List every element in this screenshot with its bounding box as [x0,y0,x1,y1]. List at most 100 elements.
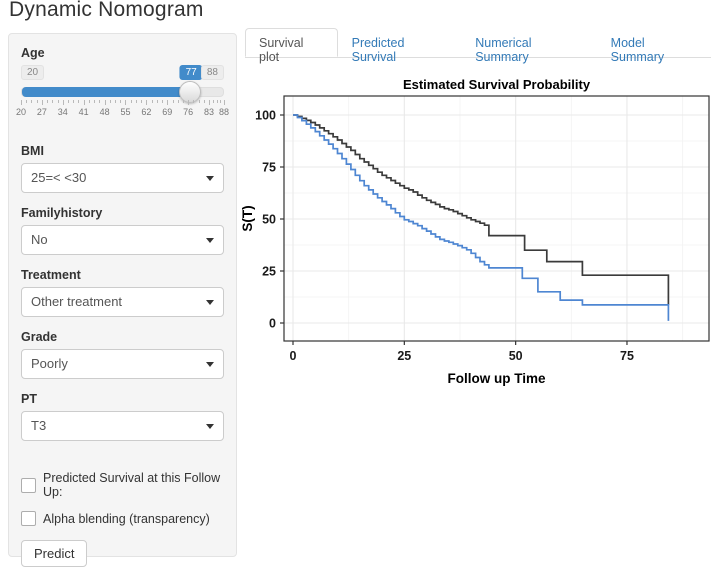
slider-tick [99,100,101,103]
slider-tick [135,100,137,103]
x-axis-title: Follow up Time [447,371,545,386]
slider-tick [182,100,184,103]
age-label: Age [21,46,45,60]
predicted-survival-checkbox[interactable]: Predicted Survival at this Follow Up: [21,471,224,499]
pt-label: PT [21,392,37,406]
age-slider[interactable]: 20 77 88 20 27 34 41 48 55 62 69 76 83 88 [16,65,229,127]
treatment-select[interactable]: Other treatment [21,287,224,317]
y-tick-label: 0 [269,317,276,331]
slider-tick [156,100,158,103]
y-tick-label: 75 [262,161,276,175]
treatment-select-group: Treatment Other treatment [21,268,224,317]
y-tick-label: 25 [262,265,276,279]
slider-tick [73,100,75,103]
slider-tick [78,100,80,103]
chart-title: Estimated Survival Probability [403,78,591,92]
slider-tick [36,100,38,103]
slider-tick-label: 48 [99,107,110,117]
slider-tick-label: 20 [15,107,27,117]
x-tick-label: 25 [397,349,411,363]
checkbox-icon[interactable] [21,511,36,526]
slider-tick [62,100,64,105]
x-tick-label: 0 [290,349,297,363]
tab-model-summary[interactable]: Model Summary [610,36,665,64]
pt-select[interactable]: T3 [21,411,224,441]
slider-tick [130,100,132,103]
checkbox-icon[interactable] [21,477,36,493]
familyhistory-select-group: Familyhistory No [21,206,224,255]
slider-tick [109,100,111,103]
slider-track[interactable] [21,81,224,103]
survival-plot: 0 25 50 75 0 25 50 75 100 Estimated Survival Prob… [240,78,710,386]
slider-tick [177,100,179,103]
slider-tick-label: 76 [183,107,194,117]
grade-label: Grade [21,330,58,344]
slider-handle[interactable] [179,81,202,103]
tab-predicted-survival[interactable]: Predicted Survival [351,36,405,64]
slider-track-fill [22,87,193,97]
slider-tick [216,100,218,103]
grade-select[interactable]: Poorly [21,349,224,379]
tab-numerical-summary[interactable]: Numerical Summary [475,36,532,64]
alpha-blending-checkbox[interactable]: Alpha blending (transparency) [21,511,224,526]
slider-tick-label: 83 [204,107,215,117]
familyhistory-label: Familyhistory [21,206,103,220]
age-slider-group: Age 20 77 88 20 27 34 41 48 55 62 69 76 83 88 [16,46,229,127]
slider-tick [172,100,174,103]
slider-tick [31,100,33,103]
alpha-blending-checkbox-label: Alpha blending (transparency) [43,511,210,526]
slider-max-badge: 88 [200,65,224,80]
slider-min-badge: 20 [21,65,45,80]
tab-survival-plot[interactable]: Survival plot [245,28,338,64]
slider-tick [47,100,49,103]
slider-tick-label: 62 [141,107,152,117]
treatment-label: Treatment [21,268,81,282]
slider-tick-label: 55 [120,107,131,117]
chevron-down-icon [206,238,214,243]
slider-tick [26,100,28,103]
slider-tick-label: 69 [162,107,173,117]
slider-tick [115,100,117,103]
slider-tick [41,100,43,105]
sidebar-panel: Age 20 77 88 20 27 34 41 48 55 62 69 76 83 88 BMI … [8,33,237,567]
familyhistory-select[interactable]: No [21,225,224,255]
x-tick-label: 75 [620,349,634,363]
grade-select-group: Grade Poorly [21,330,224,379]
slider-ticks [21,100,225,106]
survival-curve-1 [293,114,670,305]
slider-tick [141,100,143,103]
slider-tick [120,100,122,103]
page-title: Dynamic Nomogram [9,0,204,21]
chevron-down-icon [206,424,214,429]
chevron-down-icon [206,300,214,305]
survival-curve-2 [293,114,670,321]
y-tick-label: 100 [255,109,276,123]
slider-tick [188,100,190,105]
slider-tick [83,100,85,105]
slider-tick [57,100,59,103]
pt-select-group: PT T3 [21,392,224,441]
slider-tick [193,100,195,103]
slider-tick-label: 34 [57,107,68,117]
grade-select-value: Poorly [31,356,68,371]
slider-tick [224,100,225,105]
treatment-select-value: Other treatment [31,294,123,309]
predicted-survival-checkbox-label: Predicted Survival at this Follow Up: [43,471,221,499]
slider-tick [146,100,148,105]
slider-tick [209,100,211,105]
bmi-select-group: BMI 25=< <30 [21,144,224,193]
x-tick-label: 50 [509,349,523,363]
slider-tick [88,100,90,103]
bmi-label: BMI [21,144,44,158]
chevron-down-icon [206,362,214,367]
dynamic-nomogram-app: Dynamic Nomogram Age 20 77 88 20 27 34 41 48… [8,0,711,567]
y-axis-title: S(T) [240,205,255,231]
slider-tick [212,100,214,103]
bmi-select[interactable]: 25=< <30 [21,163,224,193]
slider-value-badge: 77 [179,65,203,80]
slider-tick-label: 41 [78,107,89,117]
chevron-down-icon [206,176,214,181]
familyhistory-select-value: No [31,232,48,247]
predict-button[interactable]: Predict [21,540,88,567]
slider-tick-labels: 20 27 34 41 48 55 62 69 76 83 88 [16,107,229,119]
